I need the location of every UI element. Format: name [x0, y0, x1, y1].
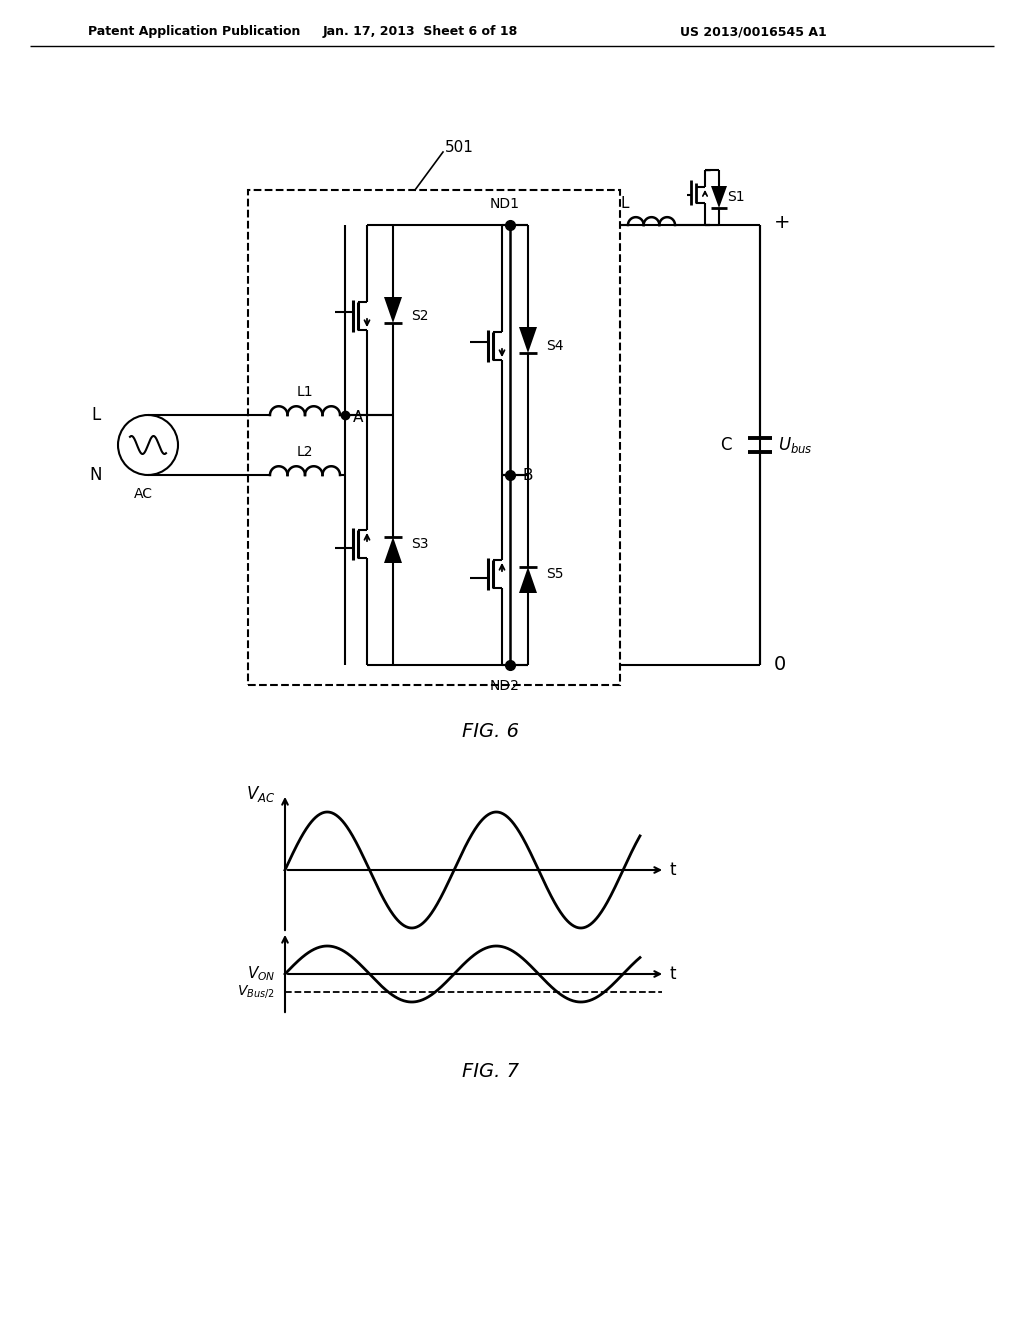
Text: C: C — [721, 436, 732, 454]
Text: L: L — [620, 195, 629, 211]
Text: 501: 501 — [445, 140, 474, 156]
Text: ND1: ND1 — [490, 197, 520, 211]
Text: $V_{ON}$: $V_{ON}$ — [247, 965, 275, 983]
Text: $V_{Bus/2}$: $V_{Bus/2}$ — [238, 983, 275, 1001]
Text: Patent Application Publication: Patent Application Publication — [88, 25, 300, 38]
Text: S2: S2 — [411, 309, 428, 323]
Text: t: t — [670, 861, 677, 879]
Text: $V_{AC}$: $V_{AC}$ — [246, 784, 275, 804]
Text: S4: S4 — [546, 339, 563, 352]
Text: t: t — [670, 965, 677, 983]
Text: A: A — [353, 409, 364, 425]
Polygon shape — [519, 327, 537, 352]
Text: Jan. 17, 2013  Sheet 6 of 18: Jan. 17, 2013 Sheet 6 of 18 — [323, 25, 517, 38]
Text: L2: L2 — [297, 445, 313, 459]
Text: US 2013/0016545 A1: US 2013/0016545 A1 — [680, 25, 826, 38]
Polygon shape — [384, 297, 402, 323]
Bar — [248, 190, 620, 685]
Text: +: + — [774, 214, 791, 232]
Text: FIG. 6: FIG. 6 — [462, 722, 518, 741]
Text: 0: 0 — [774, 656, 786, 675]
Text: FIG. 7: FIG. 7 — [462, 1063, 518, 1081]
Text: S3: S3 — [411, 537, 428, 550]
Text: AC: AC — [133, 487, 153, 502]
Text: L: L — [91, 407, 100, 424]
Text: S1: S1 — [727, 190, 744, 205]
Polygon shape — [519, 568, 537, 593]
Polygon shape — [384, 537, 402, 564]
Text: ND2: ND2 — [490, 678, 520, 693]
Polygon shape — [711, 186, 727, 209]
Text: S5: S5 — [546, 568, 563, 581]
Text: $U_{bus}$: $U_{bus}$ — [778, 436, 813, 455]
Text: N: N — [90, 466, 102, 484]
Text: B: B — [522, 467, 532, 483]
Text: L1: L1 — [297, 385, 313, 399]
